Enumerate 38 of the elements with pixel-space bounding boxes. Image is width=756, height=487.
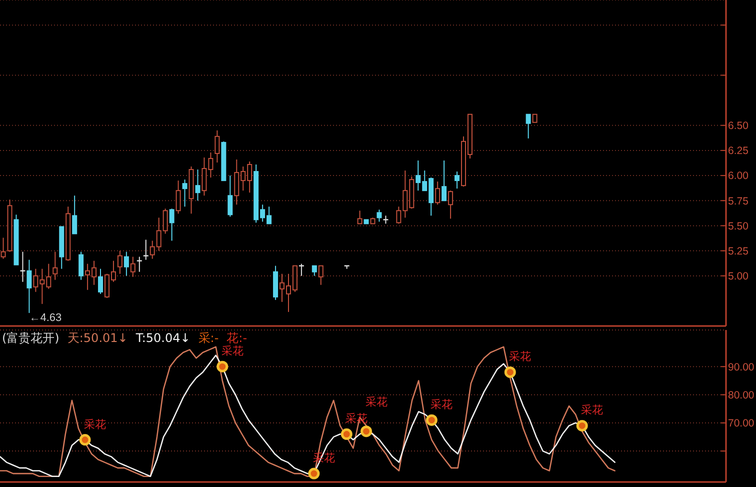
y-tick-label: 5.75 — [728, 195, 749, 208]
candlestick — [214, 130, 220, 163]
point — [340, 428, 352, 440]
y-tick-label: 6.25 — [728, 145, 749, 158]
point — [504, 366, 516, 378]
y-tick-label: 5.00 — [728, 270, 749, 283]
candlestick — [117, 250, 122, 274]
y-tick-label: 5.50 — [728, 220, 749, 232]
data-label: 采花 — [509, 350, 532, 364]
point — [216, 360, 228, 372]
y-tick-label: 70.00 — [728, 418, 754, 430]
text: 天:50.01↓ — [67, 331, 128, 345]
point — [576, 420, 588, 432]
text: T:50.04↓ — [136, 331, 190, 345]
y-tick-label: 6.50 — [728, 120, 749, 132]
point — [79, 434, 91, 446]
point — [360, 426, 372, 438]
candlestick — [130, 256, 136, 278]
data-label: 采花 — [581, 404, 604, 417]
candlestick — [26, 259, 32, 314]
data-label: 采花 — [221, 344, 244, 358]
point — [308, 468, 320, 480]
chart-title: (富贵花开) — [2, 331, 60, 345]
y-tick-label: 90.00 — [728, 361, 754, 374]
annotation: ←4.63 — [29, 312, 62, 324]
data-label: 采花 — [430, 398, 453, 412]
data-label: 采花 — [84, 418, 106, 431]
data-label: 采花 — [365, 395, 388, 408]
series-label: 采:- — [198, 331, 219, 345]
y-tick-label: 6.00 — [728, 170, 749, 182]
point — [426, 414, 438, 426]
candlestick — [20, 251, 26, 282]
candlestick — [195, 169, 200, 202]
candlestick — [52, 251, 58, 280]
annotation: 花:- — [226, 331, 248, 345]
candlestick — [124, 251, 129, 276]
y-tick-label: 5.25 — [728, 245, 749, 258]
y-tick-label: 80.00 — [728, 389, 754, 402]
